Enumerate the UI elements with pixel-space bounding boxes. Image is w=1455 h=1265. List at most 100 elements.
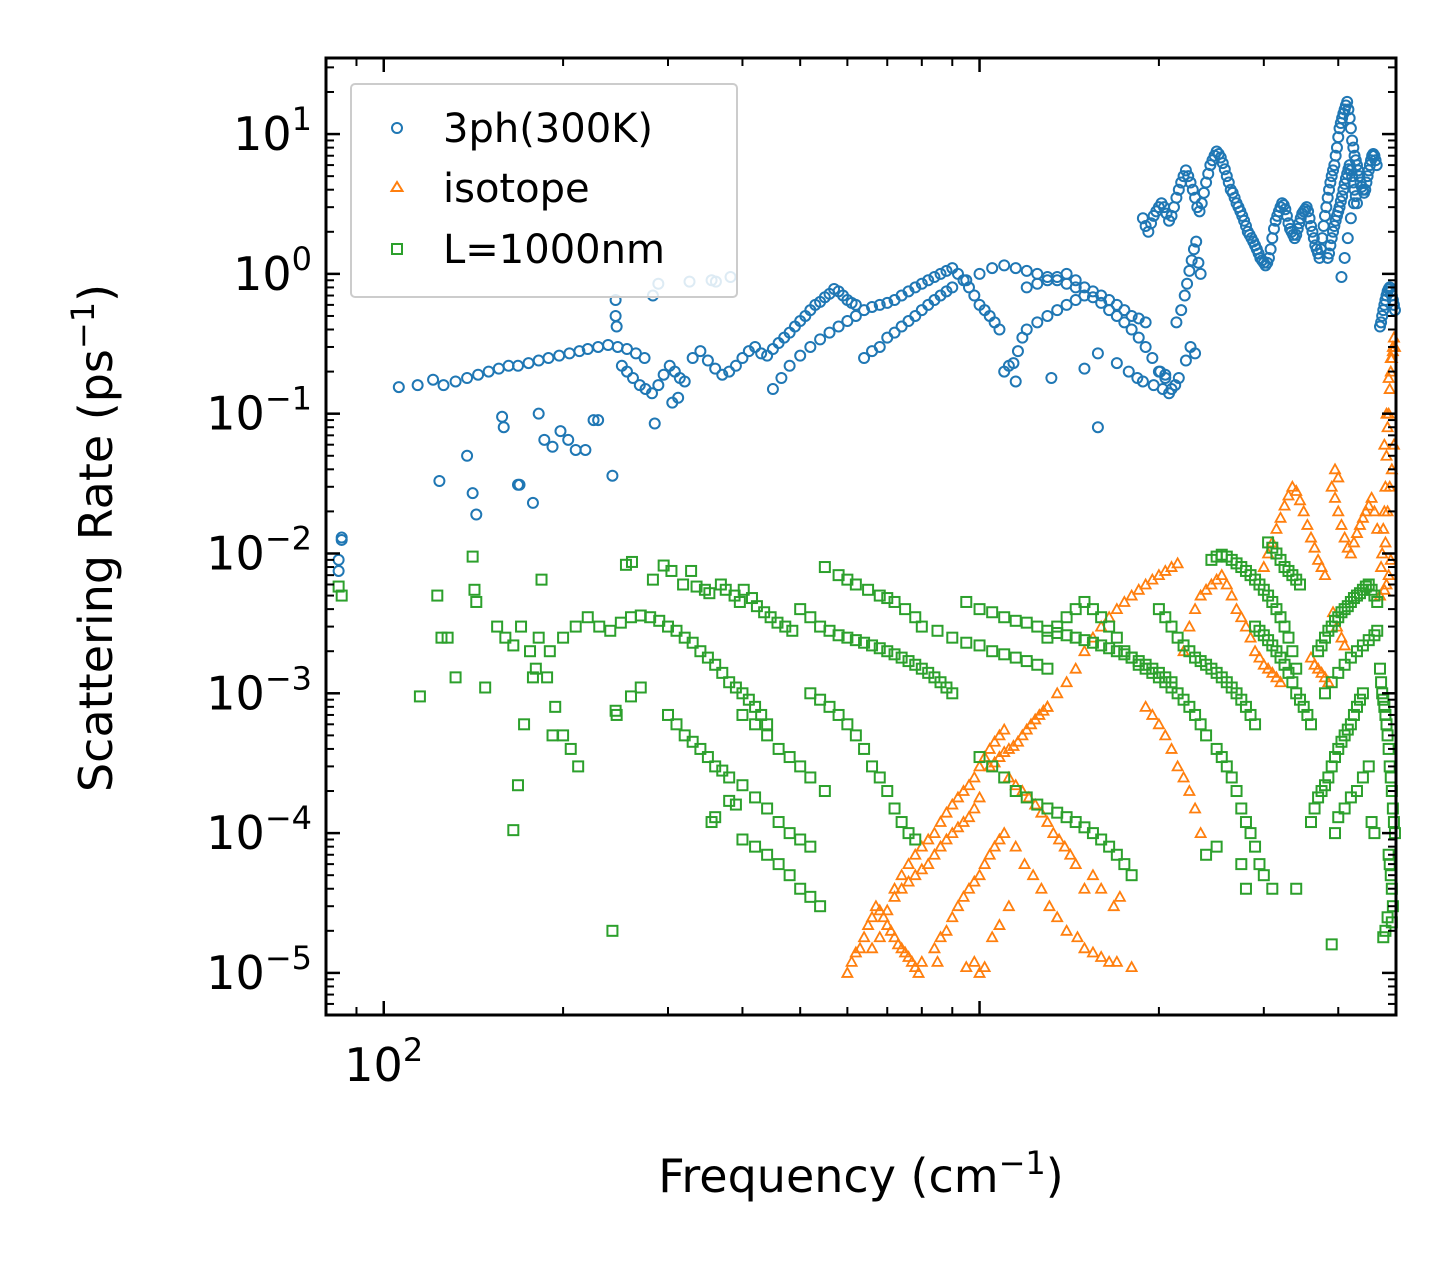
data-point (1323, 183, 1336, 196)
data-point (1347, 708, 1360, 721)
data-point (1262, 251, 1275, 264)
data-point (1125, 323, 1138, 336)
data-point (992, 728, 1006, 741)
data-point (1216, 157, 1229, 170)
data-point (794, 603, 807, 616)
data-point (1122, 365, 1135, 378)
data-point (946, 281, 959, 294)
data-point (563, 347, 576, 360)
data-point (1183, 264, 1196, 277)
data-point (998, 259, 1011, 272)
data-point (960, 595, 973, 608)
data-point (988, 734, 1002, 747)
data-point (1334, 630, 1349, 643)
data-point (1125, 869, 1138, 882)
data-point (804, 611, 817, 624)
data-point (1266, 882, 1279, 895)
data-point (1042, 899, 1056, 912)
data-point (888, 648, 901, 661)
data-point (1371, 624, 1384, 637)
data-point (1329, 614, 1342, 627)
data-point (986, 606, 999, 619)
data-point (973, 759, 987, 772)
data-point (1171, 556, 1185, 569)
data-point (973, 603, 986, 616)
data-point (1239, 882, 1252, 895)
data-point (1338, 658, 1351, 671)
data-point (1346, 170, 1359, 183)
data-point (507, 639, 520, 652)
data-point (1261, 661, 1275, 674)
data-point (862, 583, 875, 596)
legend-marker-l1000nm (391, 243, 403, 255)
data-point (1045, 371, 1058, 384)
data-point (535, 573, 548, 586)
series-2 (332, 536, 1401, 951)
data-point (888, 802, 901, 815)
data-point (737, 583, 750, 596)
data-point (1334, 518, 1349, 530)
data-point (783, 359, 796, 372)
data-point (1273, 510, 1288, 523)
data-point (1009, 375, 1022, 388)
data-point (1307, 232, 1320, 245)
data-point (849, 578, 862, 591)
data-point (1377, 931, 1390, 944)
data-point (1347, 176, 1360, 189)
data-point (1184, 176, 1197, 189)
data-point (761, 349, 774, 362)
data-point (1077, 881, 1091, 894)
data-point (1303, 212, 1316, 225)
data-point (841, 718, 854, 731)
data-point (1060, 298, 1073, 311)
data-point (1318, 209, 1331, 222)
data-point (866, 760, 879, 773)
data-point (1189, 347, 1202, 360)
data-point (694, 345, 707, 358)
data-point (1375, 676, 1388, 689)
data-point (1266, 232, 1279, 245)
data-point (1159, 368, 1172, 381)
data-point (915, 277, 928, 290)
data-point (1235, 858, 1248, 871)
data-point (1086, 945, 1100, 958)
data-point (814, 693, 827, 706)
legend-label-isotope: isotope (443, 166, 590, 212)
data-point (1293, 578, 1306, 591)
data-point (841, 315, 854, 328)
data-point (564, 742, 577, 755)
data-point (915, 620, 928, 633)
data-point (1328, 462, 1342, 475)
data-point (1009, 262, 1022, 275)
data-point (1009, 651, 1022, 664)
data-point (677, 578, 690, 591)
data-point (865, 910, 879, 923)
data-point (646, 387, 659, 400)
data-point (1171, 759, 1185, 772)
data-point (1335, 735, 1348, 748)
data-point (1060, 611, 1073, 624)
data-point (604, 624, 617, 637)
data-point (939, 923, 953, 936)
data-point (1069, 603, 1082, 616)
data-point (1325, 479, 1339, 492)
data-point (491, 620, 504, 633)
data-point (1190, 235, 1203, 248)
data-point (1125, 651, 1138, 664)
data-point (549, 700, 562, 713)
data-point (470, 508, 483, 521)
data-point (1264, 243, 1277, 256)
data-point (888, 881, 902, 894)
data-point (945, 910, 959, 923)
data-point (1026, 868, 1040, 881)
data-point (783, 827, 796, 840)
data-point (742, 693, 755, 706)
data-point (1095, 611, 1108, 624)
data-point (662, 708, 675, 721)
data-point (729, 359, 742, 372)
data-point (909, 309, 922, 322)
data-point (873, 930, 887, 943)
data-point (986, 645, 999, 658)
data-point (951, 899, 965, 912)
data-point (1051, 304, 1064, 317)
